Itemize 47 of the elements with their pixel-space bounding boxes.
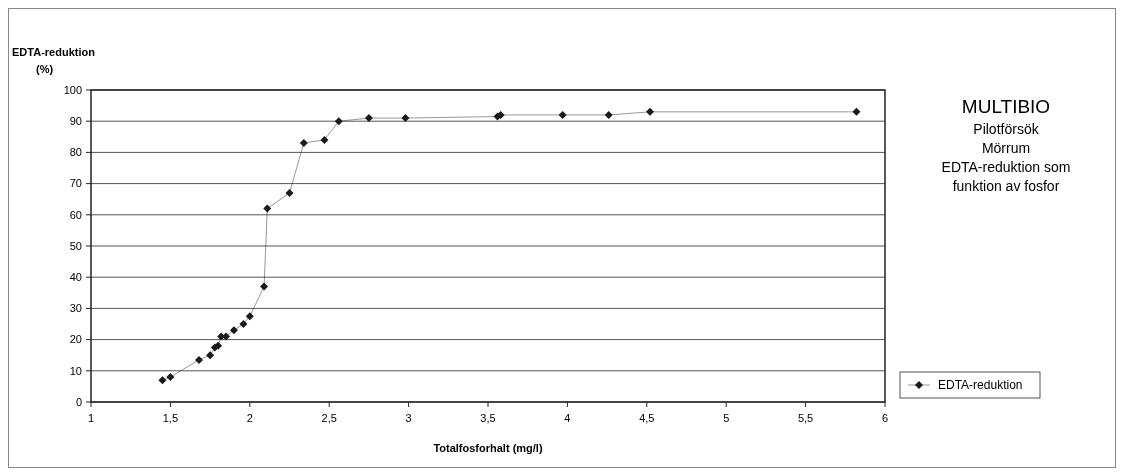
text: Pilotförsök Mörrum EDTA-reduktion som funktion av fosfor bbox=[941, 121, 1071, 194]
point bbox=[320, 135, 329, 144]
y-tick-label: 80 bbox=[69, 146, 82, 159]
x-tick-label: 2,5 bbox=[321, 412, 337, 424]
y-tick-label: 40 bbox=[69, 271, 82, 284]
text: MULTIBIO bbox=[961, 96, 1051, 117]
point bbox=[263, 204, 272, 213]
y-tick-label: 70 bbox=[69, 177, 82, 190]
x-axis-title: Totalfosforhalt (mg/l) bbox=[433, 442, 543, 454]
point bbox=[245, 312, 254, 321]
x-tick-label: 1 bbox=[87, 412, 95, 424]
x-tick-label: 1,5 bbox=[162, 412, 179, 424]
y-axis-title: EDTA-reduktion (%) bbox=[12, 46, 96, 75]
x-tick-label: 3 bbox=[405, 412, 412, 424]
point bbox=[214, 341, 223, 350]
point bbox=[334, 117, 343, 126]
y-tick-label: 90 bbox=[69, 115, 82, 128]
point bbox=[166, 373, 175, 382]
x-tick-label: 3,5 bbox=[480, 412, 496, 424]
legend-label: EDTA-reduktion bbox=[938, 378, 1023, 393]
point bbox=[299, 139, 308, 148]
x-tick-label: 5,5 bbox=[797, 412, 814, 424]
point bbox=[364, 114, 373, 123]
point bbox=[285, 188, 294, 197]
y-tick-label: 100 bbox=[63, 83, 82, 96]
point bbox=[158, 376, 167, 385]
point bbox=[645, 107, 654, 116]
y-tick-label: 20 bbox=[69, 333, 82, 346]
point bbox=[260, 282, 269, 291]
y-tick-label: 0 bbox=[75, 395, 82, 408]
y-tick-label: 30 bbox=[69, 302, 82, 315]
point bbox=[206, 351, 215, 360]
point bbox=[558, 110, 567, 119]
y-tick-label: 10 bbox=[69, 364, 82, 377]
point bbox=[229, 326, 238, 335]
point bbox=[194, 355, 203, 364]
point bbox=[401, 114, 410, 123]
point bbox=[852, 107, 861, 116]
y-tick-label: 60 bbox=[69, 208, 82, 221]
x-tick-label: 5 bbox=[723, 412, 730, 424]
x-tick-label: 4 bbox=[564, 412, 571, 424]
point bbox=[239, 320, 248, 328]
x-tick-label: 6 bbox=[881, 412, 889, 424]
y-tick-label: 50 bbox=[69, 239, 82, 252]
x-tick-label: 2 bbox=[246, 412, 253, 424]
x-tick-label: 4,5 bbox=[639, 412, 655, 424]
point bbox=[604, 110, 613, 119]
